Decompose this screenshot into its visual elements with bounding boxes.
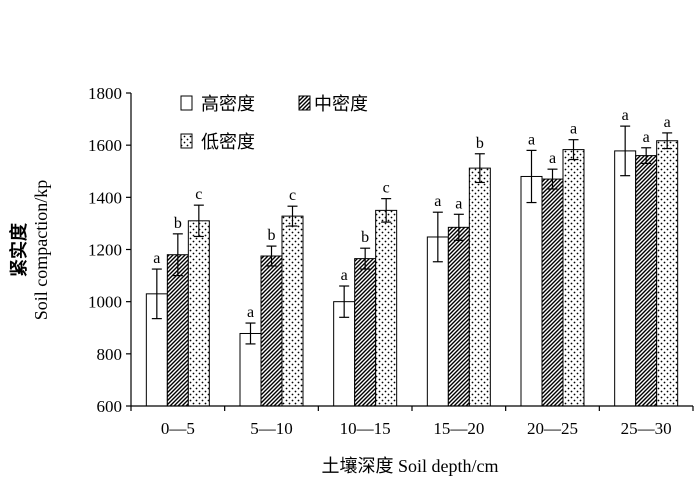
y-tick-label: 1800 [88, 84, 122, 103]
significance-label-medium-3: a [455, 195, 462, 212]
y-axis-title-en: Soil compaction/kp [31, 180, 51, 320]
bar-medium-3 [447, 226, 470, 407]
legend: 高密度 中密度 低密度 [180, 94, 368, 152]
significance-label-high-4: a [528, 131, 535, 148]
significance-label-high-5: a [622, 107, 629, 124]
bar-medium-0 [166, 254, 189, 407]
y-tick-label: 1400 [88, 188, 122, 207]
y-tick-label: 1000 [88, 293, 122, 312]
significance-label-high-1: a [247, 304, 254, 321]
legend-item-high: 高密度 [180, 94, 255, 114]
significance-label-high-3: a [434, 193, 441, 210]
legend-swatch-medium [298, 95, 311, 111]
legend-label-high: 高密度 [201, 94, 255, 114]
x-tick-label: 0—5 [161, 419, 195, 438]
y-tick-label: 1600 [88, 136, 122, 155]
significance-label-medium-4: a [549, 150, 556, 167]
bar-low-2 [375, 209, 398, 407]
legend-swatch-low [180, 133, 193, 149]
significance-label-low-2: c [383, 180, 390, 197]
bar-high-5 [614, 150, 637, 407]
bar-medium-5 [635, 155, 658, 407]
y-tick-label: 1200 [88, 241, 122, 260]
significance-label-low-1: c [289, 187, 296, 204]
significance-label-high-2: a [341, 267, 348, 284]
y-tick-label: 800 [97, 345, 123, 364]
bar-high-4 [520, 175, 543, 407]
x-tick-label: 25—30 [621, 419, 672, 438]
x-tick-label: 5—10 [250, 419, 293, 438]
significance-label-medium-1: b [268, 227, 276, 244]
bar-low-1 [281, 215, 304, 407]
significance-label-low-4: a [570, 121, 577, 138]
bar-medium-2 [354, 258, 377, 407]
significance-label-high-0: a [153, 250, 160, 267]
x-tick-label: 15—20 [433, 419, 484, 438]
significance-label-medium-2: b [361, 229, 369, 246]
legend-item-low: 低密度 [180, 132, 255, 152]
bar-low-0 [187, 220, 210, 407]
significance-label-low-0: c [195, 186, 202, 203]
x-tick-label: 20—25 [527, 419, 578, 438]
significance-label-low-5: a [664, 114, 671, 131]
bar-low-3 [468, 167, 491, 407]
x-axis-title: 土壤深度 Soil depth/cm [322, 456, 499, 476]
bar-medium-1 [260, 255, 283, 407]
legend-swatch-high [180, 95, 193, 111]
bar-low-4 [562, 149, 585, 407]
significance-label-medium-5: a [643, 129, 650, 146]
significance-label-medium-0: b [174, 215, 182, 232]
y-tick-label: 600 [97, 397, 123, 416]
bar-low-5 [656, 140, 679, 407]
y-axis-title-zh: 紧实度 [8, 222, 29, 277]
significance-label-low-3: b [476, 135, 484, 152]
x-tick-label: 10—15 [340, 419, 391, 438]
legend-label-low: 低密度 [201, 132, 255, 152]
bar-medium-4 [541, 178, 564, 407]
legend-label-medium: 中密度 [314, 94, 368, 114]
legend-item-medium: 中密度 [298, 94, 368, 114]
